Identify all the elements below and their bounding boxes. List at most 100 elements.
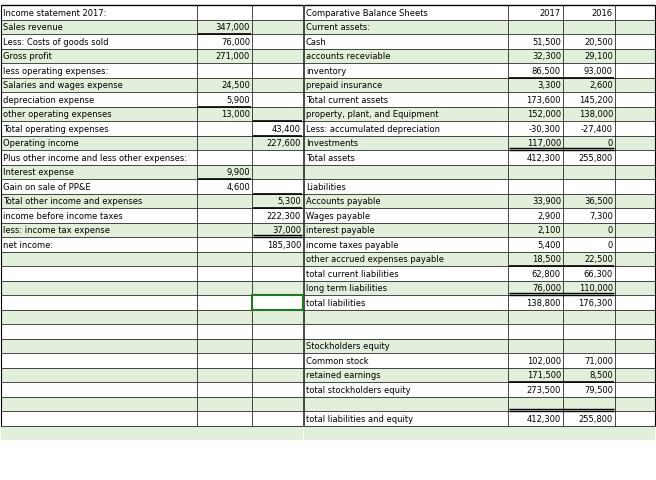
Text: Cash: Cash	[306, 37, 327, 47]
Bar	[1, 426, 303, 440]
Bar	[304, 21, 655, 35]
Text: property, plant, and Equipment: property, plant, and Equipment	[306, 110, 438, 119]
Bar	[304, 165, 655, 180]
Text: 152,000: 152,000	[527, 110, 561, 119]
Bar	[304, 310, 655, 324]
Text: less: income tax expense: less: income tax expense	[3, 226, 110, 235]
Bar	[304, 35, 655, 49]
Text: 5,400: 5,400	[537, 240, 561, 249]
Bar	[304, 6, 655, 21]
Text: Operating income: Operating income	[3, 139, 79, 148]
Text: Gross profit: Gross profit	[3, 52, 52, 61]
Bar	[304, 107, 655, 122]
Text: Salaries and wages expense: Salaries and wages expense	[3, 81, 123, 90]
Text: 171,500: 171,500	[527, 371, 561, 380]
Bar	[1, 180, 303, 194]
Text: 93,000: 93,000	[584, 67, 613, 75]
Text: 4,600: 4,600	[226, 182, 250, 192]
Text: Gain on sale of PP&E: Gain on sale of PP&E	[3, 182, 91, 192]
Bar	[304, 281, 655, 295]
Text: 51,500: 51,500	[532, 37, 561, 47]
Bar	[1, 266, 303, 281]
Text: -30,300: -30,300	[529, 124, 561, 133]
Text: 43,400: 43,400	[272, 124, 301, 133]
Bar	[304, 136, 655, 151]
Text: total liabilities and equity: total liabilities and equity	[306, 414, 413, 423]
Bar	[1, 122, 303, 136]
Text: 273,500: 273,500	[527, 385, 561, 394]
Bar	[1, 151, 303, 165]
Text: 102,000: 102,000	[527, 356, 561, 365]
Text: 9,900: 9,900	[226, 168, 250, 177]
Bar	[1, 295, 303, 310]
Text: Less: accumulated depreciation: Less: accumulated depreciation	[306, 124, 440, 133]
Text: 18,500: 18,500	[532, 255, 561, 264]
Bar	[1, 223, 303, 238]
Text: Accounts payable: Accounts payable	[306, 197, 380, 206]
Bar	[304, 194, 655, 209]
Text: Comparative Balance Sheets: Comparative Balance Sheets	[306, 9, 428, 18]
Bar	[1, 396, 303, 411]
Bar	[304, 180, 655, 194]
Bar	[304, 209, 655, 223]
Text: 7,300: 7,300	[589, 211, 613, 220]
Text: Current assets:: Current assets:	[306, 23, 370, 32]
Text: interest payable: interest payable	[306, 226, 375, 235]
Bar	[1, 194, 303, 209]
Text: 5,900: 5,900	[226, 96, 250, 105]
Bar	[304, 49, 655, 64]
Bar	[1, 6, 303, 21]
Bar	[1, 78, 303, 93]
Text: 5,300: 5,300	[277, 197, 301, 206]
Text: 29,100: 29,100	[584, 52, 613, 61]
Text: 2,600: 2,600	[589, 81, 613, 90]
Text: income taxes payable: income taxes payable	[306, 240, 398, 249]
Bar	[1, 93, 303, 107]
Bar	[252, 295, 303, 310]
Bar	[304, 396, 655, 411]
Bar	[304, 93, 655, 107]
Text: 76,000: 76,000	[532, 284, 561, 293]
Text: net income:: net income:	[3, 240, 53, 249]
Text: 0: 0	[607, 240, 613, 249]
Bar	[1, 339, 303, 353]
Text: 412,300: 412,300	[527, 154, 561, 162]
Text: depreciation expense: depreciation expense	[3, 96, 94, 105]
Text: prepaid insurance: prepaid insurance	[306, 81, 382, 90]
Text: Interest expense: Interest expense	[3, 168, 74, 177]
Text: 347,000: 347,000	[216, 23, 250, 32]
Text: Wages payable: Wages payable	[306, 211, 370, 220]
Bar	[1, 209, 303, 223]
Text: 110,000: 110,000	[579, 284, 613, 293]
Text: 138,800: 138,800	[527, 298, 561, 307]
Text: 0: 0	[607, 139, 613, 148]
Text: long term liabilities: long term liabilities	[306, 284, 387, 293]
Bar	[1, 238, 303, 252]
Text: 255,800: 255,800	[579, 414, 613, 423]
Text: 62,800: 62,800	[532, 269, 561, 278]
Text: 2017: 2017	[540, 9, 561, 18]
Text: 185,300: 185,300	[266, 240, 301, 249]
Text: 13,000: 13,000	[221, 110, 250, 119]
Bar	[304, 78, 655, 93]
Bar	[1, 64, 303, 78]
Bar	[1, 35, 303, 49]
Text: 20,500: 20,500	[584, 37, 613, 47]
Bar	[304, 382, 655, 396]
Bar	[1, 107, 303, 122]
Text: Income statement 2017:: Income statement 2017:	[3, 9, 106, 18]
Text: 22,500: 22,500	[584, 255, 613, 264]
Text: 37,000: 37,000	[272, 226, 301, 235]
Bar	[1, 21, 303, 35]
Bar	[304, 440, 655, 455]
Text: 3,300: 3,300	[537, 81, 561, 90]
Text: 36,500: 36,500	[584, 197, 613, 206]
Text: 176,300: 176,300	[579, 298, 613, 307]
Bar	[1, 136, 303, 151]
Text: 24,500: 24,500	[221, 81, 250, 90]
Text: 271,000: 271,000	[216, 52, 250, 61]
Bar	[1, 353, 303, 368]
Text: total liabilities: total liabilities	[306, 298, 365, 307]
Bar	[1, 382, 303, 396]
Text: Liabilities: Liabilities	[306, 182, 346, 192]
